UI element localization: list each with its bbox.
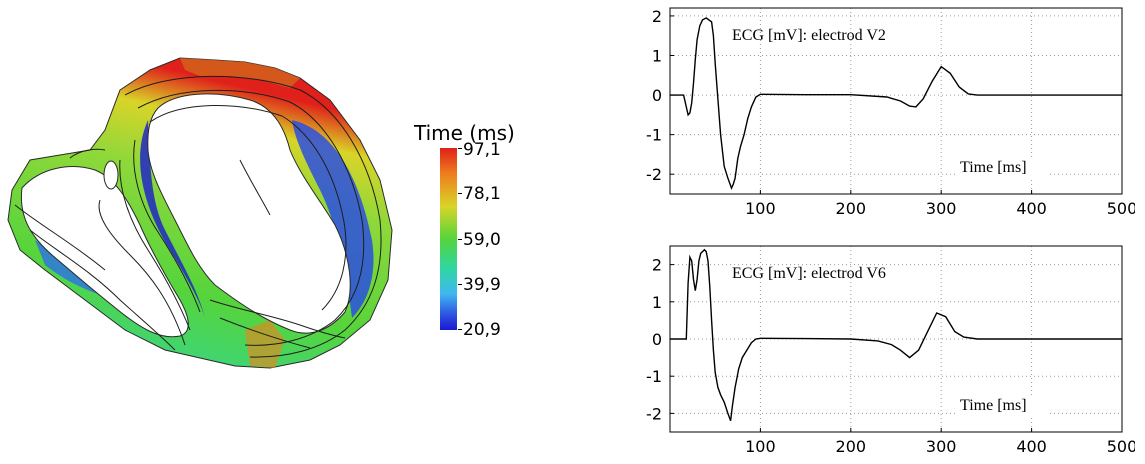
y-tick-label: 0 (652, 86, 662, 105)
y-tick-label: 1 (652, 46, 662, 65)
isochrone-lines (14, 75, 382, 358)
colorbar-label-min: 20,9 (463, 320, 501, 340)
plot-frame (669, 7, 1123, 195)
right-ventricle-cavity (20, 166, 189, 338)
colorbar-tick (458, 239, 462, 240)
endocardium-septum (140, 120, 205, 318)
endocardium-left-ventricle (292, 120, 374, 318)
ecg-electrode-annotation: ECG [mV]: electrod V6 (732, 265, 886, 282)
y-tick-label: 1 (652, 293, 662, 312)
y-tick-label: 2 (652, 256, 662, 275)
colorbar-tick (458, 284, 462, 285)
x-tick-label: 100 (745, 437, 776, 456)
colorbar-tick (458, 193, 462, 194)
x-tick-label: 200 (836, 437, 867, 456)
colorbar-label: 39,9 (463, 275, 501, 295)
x-tick-label: 500 (1107, 199, 1135, 218)
y-tick-label: 0 (652, 330, 662, 349)
x-tick-label: 100 (745, 199, 776, 218)
late-activation-region (180, 58, 300, 88)
colorbar-label: 59,0 (463, 230, 501, 250)
y-tick-label: -1 (646, 367, 662, 386)
colorbar-label-max: 97,1 (463, 140, 501, 160)
xlabel-background (956, 158, 1050, 178)
left-ventricle-cavity (147, 93, 351, 334)
y-tick-label: 2 (652, 7, 662, 26)
x-tick-label: 300 (926, 437, 957, 456)
heart-activation-map (7, 57, 393, 369)
colorbar (440, 148, 457, 330)
ecg-trace (670, 17, 1122, 190)
ecg-electrode-annotation: ECG [mV]: electrod V2 (732, 27, 886, 44)
colorbar-tick (458, 148, 462, 149)
ecg-trace (670, 248, 1122, 422)
x-axis-label: Time [ms] (960, 159, 1027, 176)
y-tick-label: -2 (646, 404, 662, 423)
x-tick-label: 300 (926, 199, 957, 218)
colorbar-label: 78,1 (463, 184, 501, 204)
x-tick-label: 200 (836, 199, 867, 218)
x-tick-label: 400 (1016, 437, 1047, 456)
xlabel-background (956, 396, 1050, 416)
ecg-chart-v2: 100 200 300 400 500 -2 -1 0 1 2 ECG [mV]: electrod… (646, 7, 1135, 218)
y-tick-label: -2 (646, 165, 662, 184)
activation-map-panel: Time (ms) 97,1 78,1 59,0 39,9 20,9 (0, 0, 560, 464)
colorbar-title: Time (ms) (414, 121, 515, 145)
y-tick-label: -1 (646, 126, 662, 145)
small-cavity (103, 160, 119, 190)
x-axis-label: Time [ms] (960, 397, 1027, 414)
x-tick-label: 500 (1107, 437, 1135, 456)
x-tick-label: 400 (1016, 199, 1047, 218)
colorbar-tick (458, 329, 462, 330)
ecg-chart-v6: 100 200 300 400 500 -2 -1 0 1 2 ECG [mV]: electrod… (646, 245, 1135, 456)
